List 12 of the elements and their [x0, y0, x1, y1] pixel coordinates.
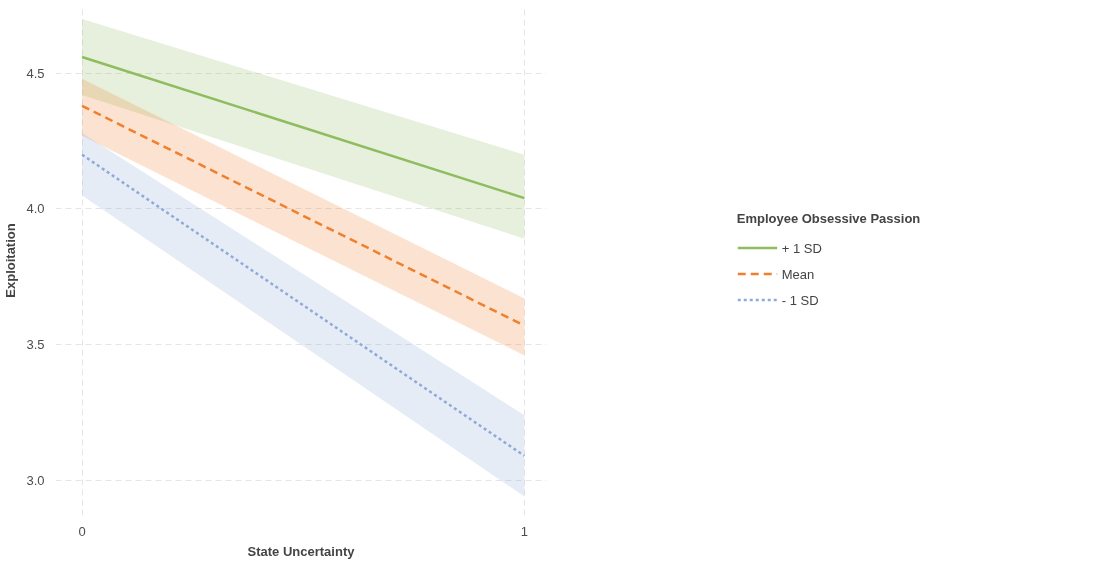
x-tick-label: 0 [78, 523, 86, 539]
x-axis-title: State Uncertainty [247, 543, 356, 559]
x-tick-label: 1 [520, 523, 528, 539]
legend-title: Employee Obsessive Passion [736, 210, 921, 226]
y-tick-label: 3.5 [26, 337, 45, 353]
y-tick-label: 4.5 [26, 65, 45, 81]
legend-label: + 1 SD [781, 240, 822, 255]
y-axis-title: Exploitation [3, 223, 19, 298]
y-tick-label: 3.0 [26, 472, 45, 488]
legend-label: - 1 SD [781, 292, 819, 307]
y-tick-label: 4.0 [26, 201, 45, 217]
legend-label: Mean [781, 266, 815, 281]
